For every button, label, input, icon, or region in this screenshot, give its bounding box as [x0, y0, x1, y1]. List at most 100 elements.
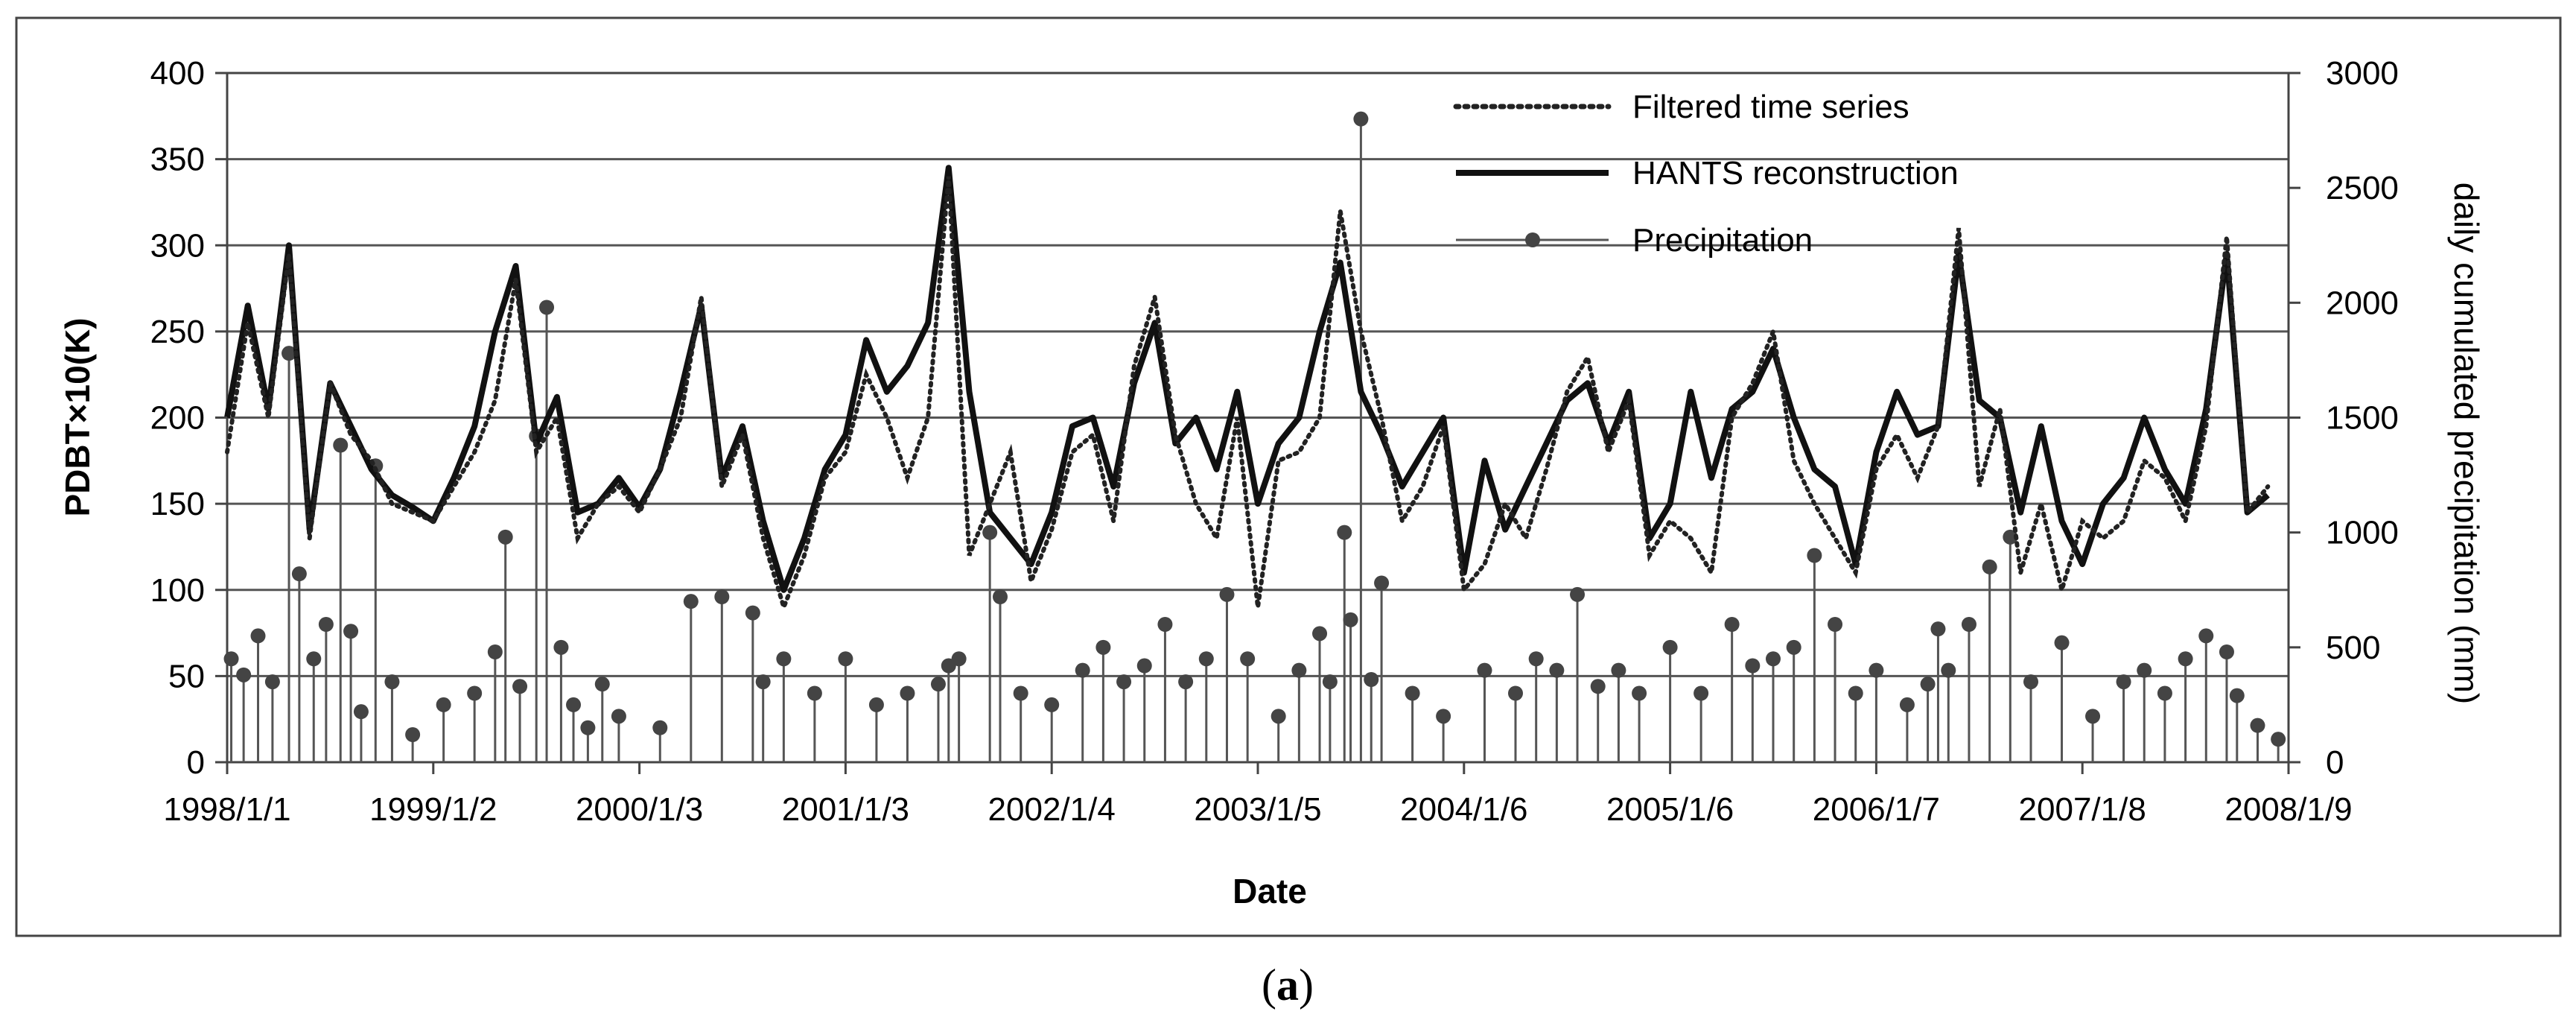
precip-point	[1136, 658, 1152, 674]
precip-point	[652, 720, 668, 735]
legend: Filtered time series HANTS reconstructio…	[1453, 89, 1959, 259]
y-left-ticks: 0 50 100 150 200 250 300 350 400	[150, 55, 227, 781]
filtered-line	[225, 176, 2271, 615]
legend-swatch-precip-marker	[1525, 232, 1540, 247]
precip-point	[1745, 658, 1761, 674]
precip-point	[993, 589, 1008, 604]
precip-point	[1116, 674, 1132, 690]
precip-point	[566, 697, 582, 712]
precip-point	[807, 685, 822, 701]
precip-point	[1095, 639, 1111, 655]
y-right-tick-label: 500	[2326, 630, 2380, 666]
x-tick-label: 2006/1/7	[1813, 791, 1940, 828]
precip-point	[1178, 674, 1194, 690]
x-tick-label: 2004/1/6	[1400, 791, 1527, 828]
x-tick-label: 2007/1/8	[2019, 791, 2146, 828]
precip-point	[436, 697, 451, 712]
y-left-tick-label: 150	[150, 486, 205, 522]
precip-point	[580, 720, 596, 735]
y-left-axis-label: PDBT×10(K)	[58, 317, 97, 516]
y-right-axis-label: daily cumulated precipitation (mm)	[2447, 183, 2486, 705]
chart-frame	[15, 16, 2562, 937]
x-tick-label: 2002/1/4	[988, 791, 1116, 828]
precip-point	[1611, 662, 1626, 678]
precip-point	[755, 674, 771, 690]
precip-point	[1508, 685, 1523, 701]
precip-point	[714, 589, 730, 604]
precip-point	[1312, 626, 1328, 642]
precip-point	[1075, 662, 1090, 678]
precip-point	[333, 437, 349, 453]
filtered-series	[225, 176, 2271, 615]
precip-point	[1848, 685, 1863, 701]
precip-point	[405, 727, 421, 742]
precip-point	[2271, 732, 2286, 747]
precip-point	[2137, 662, 2152, 678]
precip-point	[1590, 679, 1606, 694]
precip-point	[384, 674, 400, 690]
precip-point	[2116, 674, 2131, 690]
precip-point	[282, 346, 297, 361]
precip-point	[1528, 651, 1544, 667]
precip-point	[2054, 635, 2070, 650]
precip-point	[1240, 651, 1256, 667]
precip-point	[1828, 617, 1843, 632]
y-right-tick-label: 3000	[2326, 55, 2399, 92]
precip-point	[1930, 621, 1946, 637]
y-right-tick-label: 2500	[2326, 170, 2399, 206]
precip-point	[512, 679, 528, 694]
legend-label-hants: HANTS reconstruction	[1632, 155, 1959, 191]
precip-point	[951, 651, 967, 667]
precip-point	[1374, 575, 1390, 591]
precip-point	[1436, 709, 1451, 724]
precip-point	[2178, 651, 2193, 667]
precip-point	[2219, 644, 2234, 659]
precip-point	[1632, 685, 1647, 701]
precip-point	[2085, 709, 2101, 724]
precip-point	[497, 529, 513, 545]
x-tick-label: 2001/1/3	[782, 791, 909, 828]
precip-point	[1405, 685, 1420, 701]
precip-point	[487, 644, 503, 659]
x-ticks: 1998/1/1 1999/1/2 2000/1/3 2001/1/3 2002/1/4…	[163, 762, 2353, 828]
precip-point	[1766, 651, 1781, 667]
precip-point	[1724, 617, 1740, 632]
y-right-ticks: 0 500 1000 1500 2000 2500 3000	[2289, 55, 2399, 781]
precip-point	[2003, 529, 2018, 545]
precip-point	[1291, 662, 1307, 678]
precip-point	[838, 651, 853, 667]
precip-point	[467, 685, 483, 701]
precip-point	[1364, 672, 1379, 687]
y-left-tick-label: 250	[150, 314, 205, 350]
y-left-tick-label: 300	[150, 227, 205, 264]
precip-point	[1322, 674, 1338, 690]
precip-point	[776, 651, 792, 667]
x-tick-label: 1998/1/1	[163, 791, 290, 828]
precip-point	[1941, 662, 1956, 678]
legend-label-precip: Precipitation	[1632, 222, 1813, 259]
y-right-tick-label: 1500	[2326, 400, 2399, 437]
precip-point	[1920, 677, 1936, 692]
precip-point	[553, 639, 569, 655]
y-left-tick-label: 400	[150, 55, 205, 92]
precip-point	[343, 624, 359, 639]
y-left-tick-label: 100	[150, 572, 205, 609]
precip-point	[1694, 685, 1709, 701]
y-right-tick-label: 2000	[2326, 285, 2399, 321]
precip-point	[868, 697, 884, 712]
y-left-tick-label: 200	[150, 400, 205, 437]
precip-point	[1219, 586, 1235, 602]
precip-point	[1343, 612, 1358, 627]
precip-point	[1807, 548, 1822, 563]
hants-series	[224, 165, 2270, 593]
precip-point	[745, 605, 760, 621]
precip-point	[982, 525, 998, 540]
hants-line	[224, 165, 2270, 593]
precipitation-series	[223, 111, 2286, 762]
precip-point	[611, 709, 626, 724]
precip-point	[1198, 651, 1214, 667]
precip-point	[1270, 709, 1286, 724]
y-left-tick-label: 50	[168, 658, 205, 694]
y-left-tick-label: 350	[150, 142, 205, 178]
